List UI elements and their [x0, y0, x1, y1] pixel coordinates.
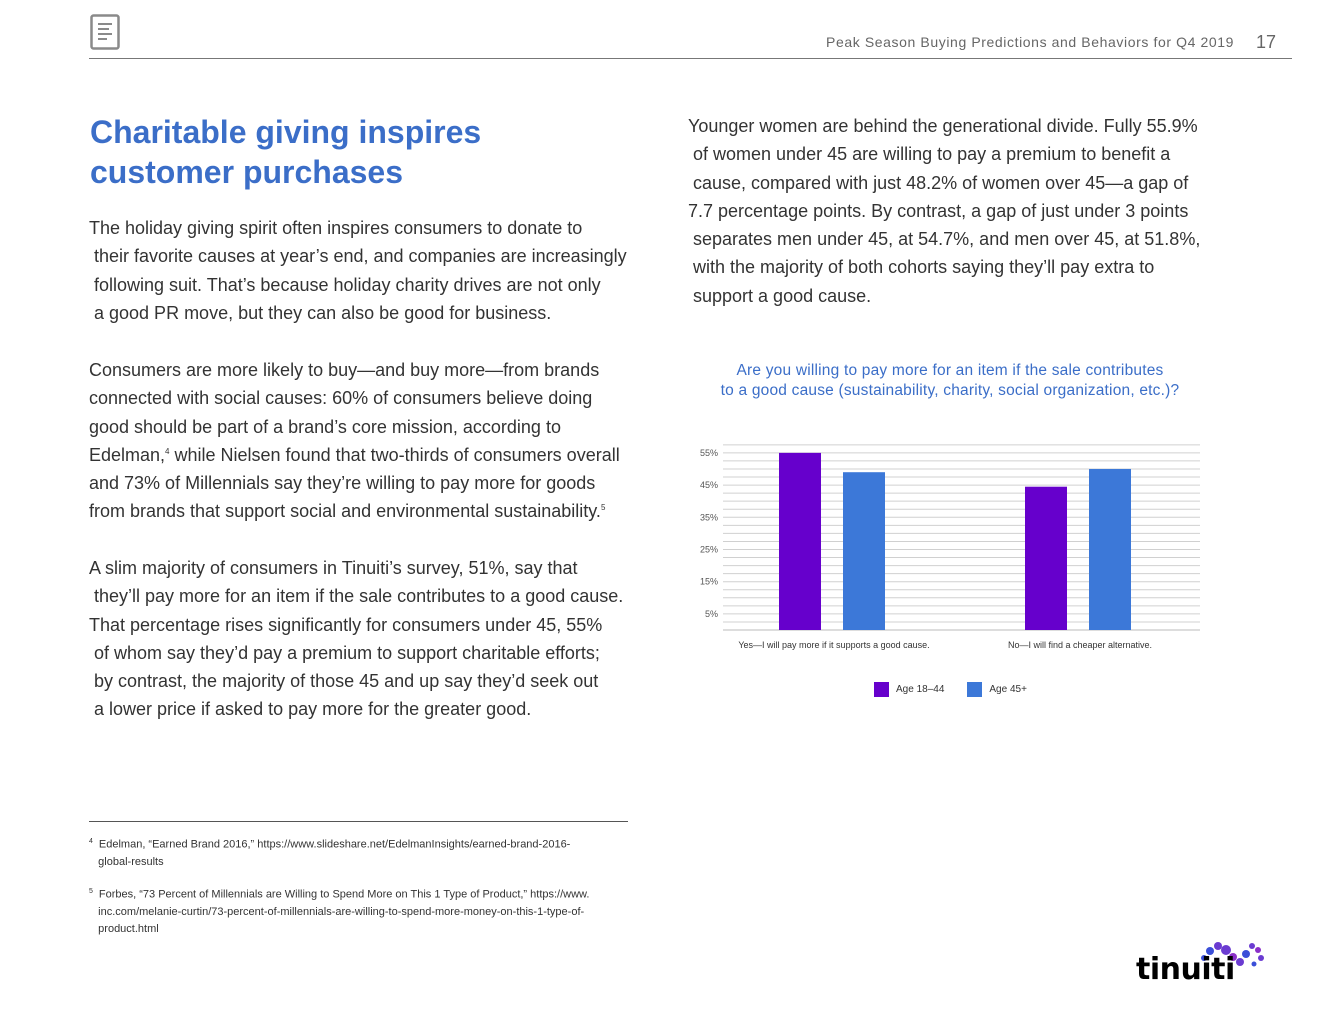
y-tick-label: 15%	[700, 577, 718, 587]
document-icon	[90, 14, 120, 50]
legend-label: Age 45+	[989, 684, 1027, 695]
y-tick-label: 25%	[700, 544, 718, 554]
bar-age-18-44	[779, 452, 821, 630]
chart-title-line: to a good cause (sustainability, charity…	[720, 382, 1180, 399]
y-tick-label: 35%	[700, 512, 718, 522]
bar-age-45-plus	[1089, 468, 1131, 630]
page-number: 17	[1256, 32, 1277, 52]
legend-swatch	[967, 682, 983, 697]
header-divider	[89, 58, 1292, 59]
footnote-5: 5 Forbes, “73 Percent of Millennials are …	[89, 883, 634, 938]
footnote-4: 4 Edelman, “Earned Brand 2016,” https://w…	[89, 833, 634, 871]
legend-item: Age 18–44	[874, 682, 944, 697]
x-category-label: No—I will find a cheaper alternative.	[1008, 640, 1152, 650]
footnote-4-number: 4	[89, 838, 93, 845]
bar-chart: 5% 15% 25% 35% 45% 55% Yes—I will pay more if …	[700, 444, 1200, 650]
body-paragraph-3: A slim majority of consumers in Tinuiti’…	[89, 558, 624, 720]
logo-wordmark: tinuiti	[1136, 952, 1235, 987]
x-category-label: Yes—I will pay more if it supports a goo…	[738, 640, 929, 650]
logo-dots-icon	[1201, 942, 1264, 967]
bar-age-18-44	[1025, 486, 1067, 630]
footnote-5-number: 5	[89, 888, 93, 895]
headline-line: Charitable giving inspires	[90, 114, 482, 150]
right-paragraph: Younger women are behind the generationa…	[688, 116, 1201, 306]
y-tick-label: 5%	[705, 609, 718, 619]
chart-legend: Age 18–44 Age 45+	[874, 682, 1050, 697]
para2-text-b: while Nielsen found that two-thirds of c…	[89, 444, 620, 522]
legend-swatch	[874, 682, 889, 697]
footnote-ref-4: 4	[165, 446, 170, 456]
body-paragraph-1: The holiday giving spirit often inspires…	[89, 218, 627, 323]
headline-line: customer purchases	[90, 154, 404, 190]
chart-title: Are you willing to pay more for an item …	[690, 361, 1210, 401]
bar-age-45-plus	[843, 472, 885, 630]
para2-text-a: Consumers are more likely to buy—and buy…	[89, 360, 600, 465]
legend-item: Age 45+	[967, 682, 1027, 697]
footnote-4-text: Edelman, “Earned Brand 2016,” https://ww…	[98, 838, 571, 868]
report-title: Peak Season Buying Predictions and Behav…	[826, 34, 1234, 50]
y-tick-label: 55%	[700, 448, 718, 458]
body-paragraph-2: Consumers are more likely to buy—and buy…	[89, 356, 620, 526]
chart-title-line: Are you willing to pay more for an item …	[736, 362, 1164, 379]
footnote-ref-5: 5	[600, 503, 606, 513]
footnote-divider	[89, 821, 628, 822]
section-headline: Charitable giving inspires customer purch…	[90, 112, 610, 192]
y-tick-label: 45%	[700, 480, 718, 490]
legend-label: Age 18–44	[896, 684, 945, 695]
tinuiti-logo: tinuiti	[1134, 936, 1268, 994]
footnote-5-text: Forbes, “73 Percent of Millennials are W…	[98, 888, 590, 935]
